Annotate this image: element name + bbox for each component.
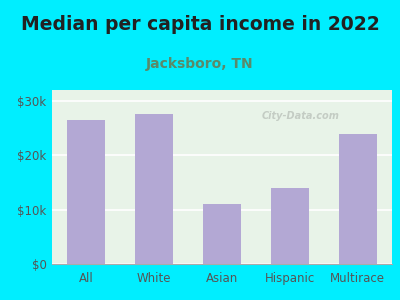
Bar [135, 115, 173, 264]
Bar [203, 204, 241, 264]
Bar [68, 120, 105, 264]
Text: Jacksboro, TN: Jacksboro, TN [146, 57, 254, 71]
Text: Median per capita income in 2022: Median per capita income in 2022 [21, 15, 379, 34]
Text: City-Data.com: City-Data.com [261, 111, 339, 121]
Bar [339, 134, 376, 264]
Bar [271, 188, 309, 264]
